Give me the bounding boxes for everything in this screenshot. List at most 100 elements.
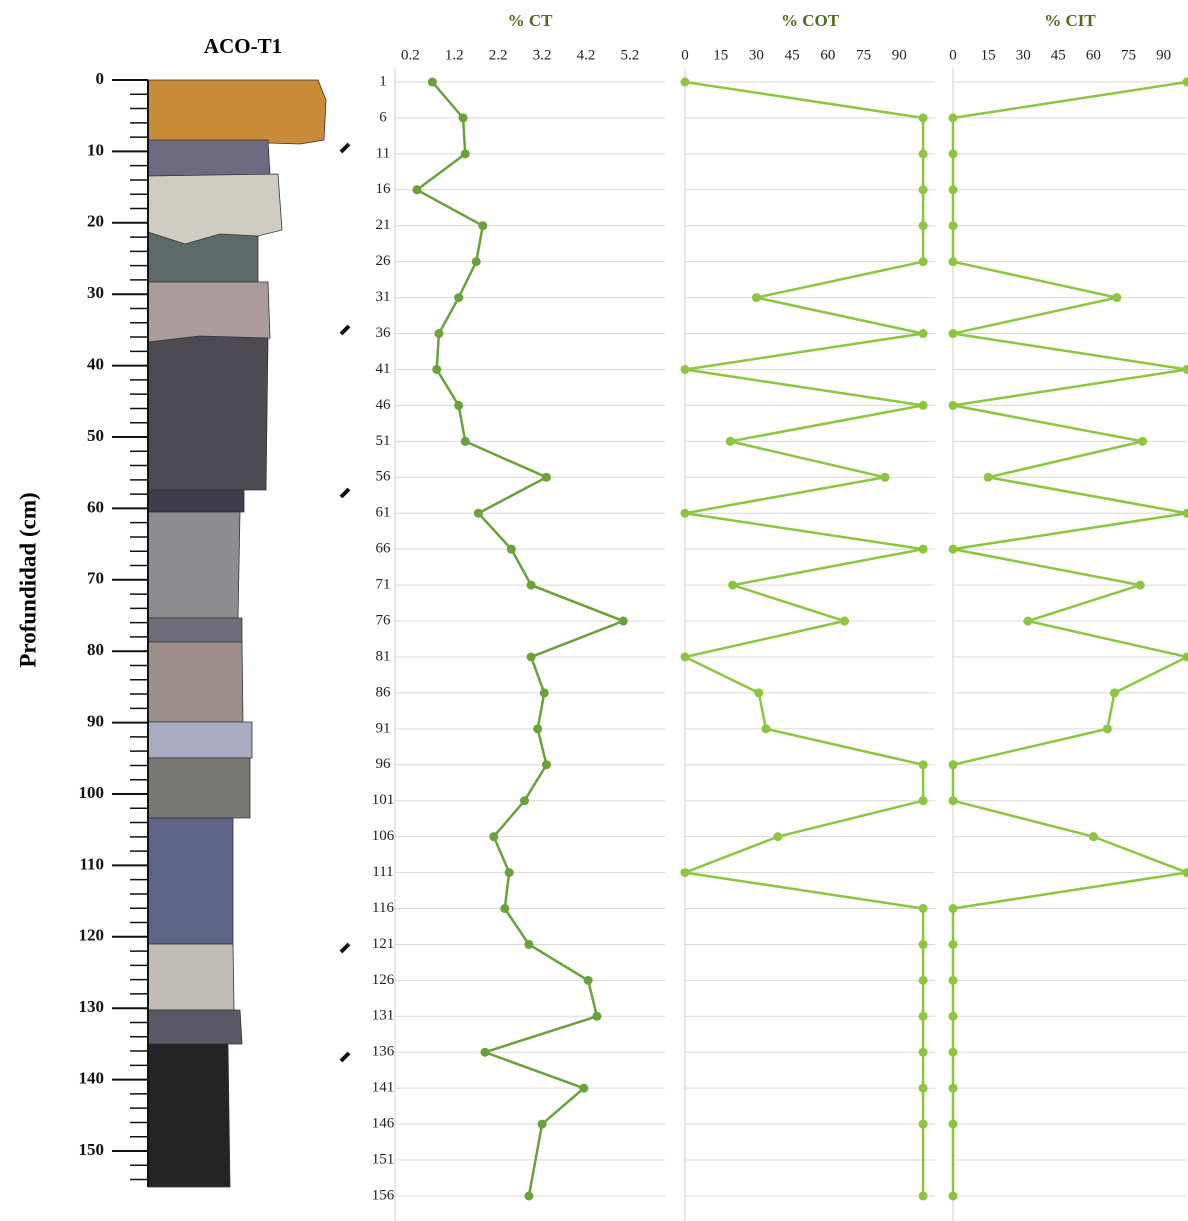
figure: ACO-T1 Profundidad (cm) 0102030405060708… bbox=[0, 0, 1188, 1221]
profile-point bbox=[454, 293, 463, 302]
profile-point bbox=[527, 652, 536, 661]
profile-line bbox=[417, 82, 623, 1196]
row-tick-label: 91 bbox=[376, 720, 391, 736]
row-tick-label: 121 bbox=[372, 936, 395, 952]
layer bbox=[148, 818, 233, 944]
profile-point bbox=[881, 473, 890, 482]
row-tick-label: 16 bbox=[376, 181, 392, 197]
profile-point bbox=[461, 437, 470, 446]
profile-point bbox=[524, 1191, 533, 1200]
profile-point bbox=[919, 760, 928, 769]
x-tick-label: 15 bbox=[713, 47, 728, 63]
x-tick-label: 5.2 bbox=[621, 47, 640, 63]
profile-point bbox=[579, 1084, 588, 1093]
profile-point bbox=[949, 185, 958, 194]
profile-point bbox=[761, 724, 770, 733]
depth-tick-label: 90 bbox=[87, 712, 104, 731]
profile-point bbox=[474, 509, 483, 518]
profile-point bbox=[949, 1012, 958, 1021]
profile-point bbox=[949, 796, 958, 805]
row-tick-label: 36 bbox=[376, 325, 392, 341]
x-tick-label: 30 bbox=[749, 47, 764, 63]
row-tick-label: 31 bbox=[376, 289, 391, 305]
profile-point bbox=[949, 149, 958, 158]
profile-point bbox=[489, 832, 498, 841]
profile-point bbox=[919, 1120, 928, 1129]
row-tick-label: 101 bbox=[372, 792, 395, 808]
row-tick-label: 96 bbox=[376, 756, 392, 772]
profile-point bbox=[949, 976, 958, 985]
profile-point bbox=[434, 329, 443, 338]
profile-point bbox=[524, 940, 533, 949]
profile-line bbox=[953, 82, 1187, 1196]
row-tick-label: 146 bbox=[372, 1116, 395, 1132]
profile-point bbox=[681, 78, 690, 87]
x-tick-label: 75 bbox=[1121, 47, 1136, 63]
profile-point bbox=[1183, 509, 1188, 518]
layer bbox=[148, 758, 250, 818]
depth-tick-label: 0 bbox=[96, 69, 105, 88]
profile-point bbox=[919, 401, 928, 410]
profile-point bbox=[412, 185, 421, 194]
x-tick-label: 90 bbox=[892, 47, 907, 63]
profile-point bbox=[1183, 78, 1188, 87]
profile-point bbox=[949, 221, 958, 230]
depth-tick-label: 40 bbox=[87, 355, 104, 374]
profile-point bbox=[773, 832, 782, 841]
layer bbox=[148, 1010, 242, 1044]
layer bbox=[148, 1044, 230, 1187]
depth-tick-label: 80 bbox=[87, 640, 104, 659]
profile-point bbox=[840, 617, 849, 626]
row-tick-label: 46 bbox=[376, 397, 392, 413]
layer bbox=[148, 618, 242, 642]
profile-point bbox=[919, 940, 928, 949]
profile-point bbox=[432, 365, 441, 374]
profile-point bbox=[542, 473, 551, 482]
depth-tick-label: 120 bbox=[79, 926, 105, 945]
profile-point bbox=[949, 1191, 958, 1200]
profile-point bbox=[454, 401, 463, 410]
profile-point bbox=[461, 149, 470, 158]
profile-point bbox=[538, 1120, 547, 1129]
profile-point bbox=[527, 581, 536, 590]
depth-tick-label: 60 bbox=[87, 497, 104, 516]
depth-tick-label: 150 bbox=[79, 1140, 105, 1159]
depth-tick-label: 70 bbox=[87, 569, 104, 588]
x-tick-label: 0.2 bbox=[401, 47, 420, 63]
row-tick-label: 116 bbox=[372, 900, 394, 916]
profile-point bbox=[520, 796, 529, 805]
profile-point bbox=[1136, 581, 1145, 590]
profile-point bbox=[949, 257, 958, 266]
profile-point bbox=[1112, 293, 1121, 302]
row-tick-label: 131 bbox=[372, 1008, 395, 1024]
row-tick-label: 81 bbox=[376, 648, 391, 664]
profile-point bbox=[919, 976, 928, 985]
row-tick-label: 106 bbox=[372, 828, 395, 844]
profile-point bbox=[919, 1048, 928, 1057]
profile-point bbox=[1103, 724, 1112, 733]
hiatus-mark bbox=[341, 944, 349, 952]
depth-tick-label: 10 bbox=[87, 140, 104, 159]
profile-point bbox=[949, 401, 958, 410]
profile-point bbox=[478, 221, 487, 230]
profile-point bbox=[592, 1012, 601, 1021]
row-tick-label: 86 bbox=[376, 684, 392, 700]
x-tick-label: 2.2 bbox=[489, 47, 508, 63]
panel-title: % COT bbox=[781, 11, 840, 30]
hiatus-mark bbox=[341, 144, 349, 152]
hiatus-mark bbox=[341, 1053, 349, 1061]
row-tick-label: 111 bbox=[372, 864, 393, 880]
profile-point bbox=[619, 617, 628, 626]
layer bbox=[148, 490, 244, 512]
profile-point bbox=[919, 1191, 928, 1200]
profile-point bbox=[428, 78, 437, 87]
profile-point bbox=[919, 796, 928, 805]
profile-point bbox=[919, 149, 928, 158]
profile-line bbox=[685, 82, 923, 1196]
layer bbox=[148, 140, 270, 176]
row-tick-label: 66 bbox=[376, 541, 392, 557]
hiatus-mark bbox=[341, 489, 349, 497]
profile-point bbox=[507, 545, 516, 554]
profile-point bbox=[681, 509, 690, 518]
x-tick-label: 0 bbox=[949, 47, 957, 63]
